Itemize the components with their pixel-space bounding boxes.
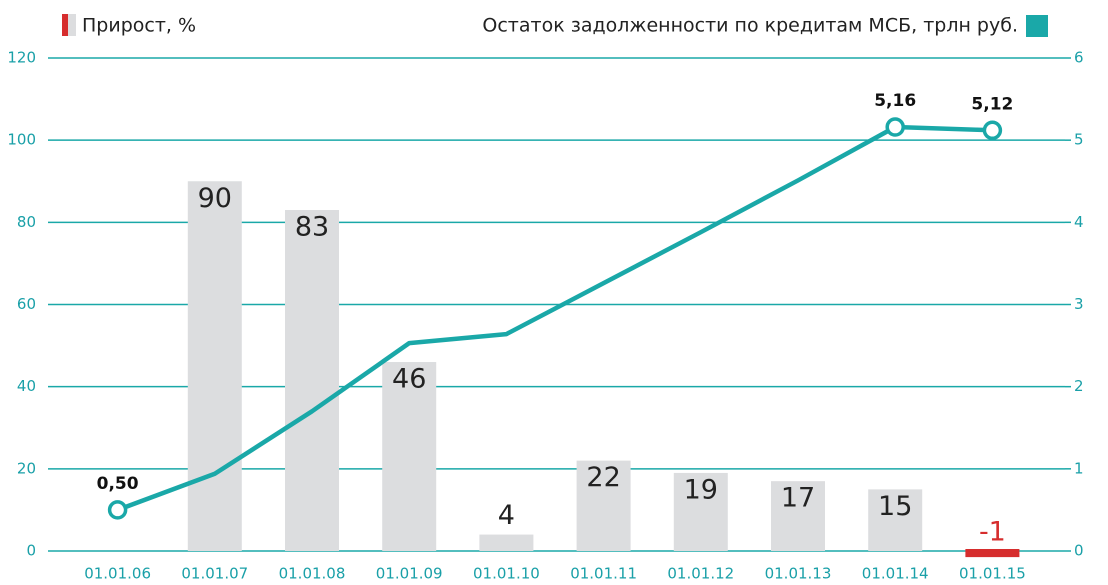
line-label: 5,16 — [874, 91, 916, 111]
y2-tick-label: 2 — [1074, 377, 1084, 395]
bar — [479, 534, 534, 551]
legend-swatch — [1026, 15, 1048, 37]
bar-label: 46 — [392, 364, 426, 395]
bar — [187, 181, 242, 551]
x-tick-label: 01.01.06 — [84, 565, 151, 583]
bar — [285, 210, 339, 551]
y-tick-label: 60 — [17, 295, 36, 313]
bar-label: 90 — [198, 183, 232, 214]
x-tick-label: 01.01.11 — [570, 565, 637, 583]
line-label: 0,50 — [97, 474, 139, 494]
x-tick-label: 01.01.14 — [862, 565, 929, 583]
bar — [576, 460, 631, 551]
line-marker — [982, 120, 1003, 141]
line-marker — [885, 117, 905, 137]
line — [116, 124, 993, 513]
x-tick-label: 01.01.15 — [959, 565, 1026, 583]
y-tick-label: 40 — [17, 377, 36, 395]
x-tick-label: 01.01.09 — [376, 565, 443, 583]
bar — [965, 549, 1020, 558]
line-marker — [107, 500, 128, 520]
legend-label: Прирост, % — [82, 15, 196, 37]
y2-tick-label: 6 — [1074, 49, 1084, 67]
bar — [673, 472, 728, 551]
y-tick-label: 100 — [7, 131, 36, 149]
x-tick-label: 01.01.07 — [181, 565, 248, 583]
y2-tick-label: 5 — [1074, 131, 1084, 149]
x-tick-label: 01.01.10 — [473, 565, 540, 583]
y2-tick-label: 4 — [1074, 213, 1084, 231]
x-tick-label: 01.01.12 — [667, 565, 734, 583]
x-tick-label: 01.01.08 — [279, 565, 346, 583]
bar — [771, 481, 825, 551]
bar — [868, 489, 923, 551]
y-tick-label: 0 — [26, 542, 36, 560]
legend-swatch — [62, 14, 68, 36]
bar-label: -1 — [979, 517, 1006, 548]
bar-label: 4 — [498, 500, 515, 531]
y2-tick-label: 1 — [1074, 459, 1084, 477]
bar-label: 19 — [684, 474, 718, 505]
y-tick-label: 20 — [17, 459, 36, 477]
bar-label: 17 — [781, 483, 815, 514]
line-label: 5,12 — [971, 94, 1013, 114]
x-tick-label: 01.01.13 — [765, 565, 832, 583]
y-tick-label: 120 — [7, 49, 36, 67]
bar — [382, 362, 437, 551]
bar-label: 15 — [878, 491, 912, 522]
y2-tick-label: 0 — [1074, 542, 1084, 560]
bar-label: 83 — [295, 212, 329, 243]
legend-swatch — [68, 14, 76, 36]
legend-label: Остаток задолженности по кредитам МСБ, т… — [482, 15, 1018, 37]
y2-tick-label: 3 — [1074, 295, 1084, 313]
bar-label: 22 — [586, 462, 620, 493]
y-tick-label: 80 — [17, 213, 36, 231]
